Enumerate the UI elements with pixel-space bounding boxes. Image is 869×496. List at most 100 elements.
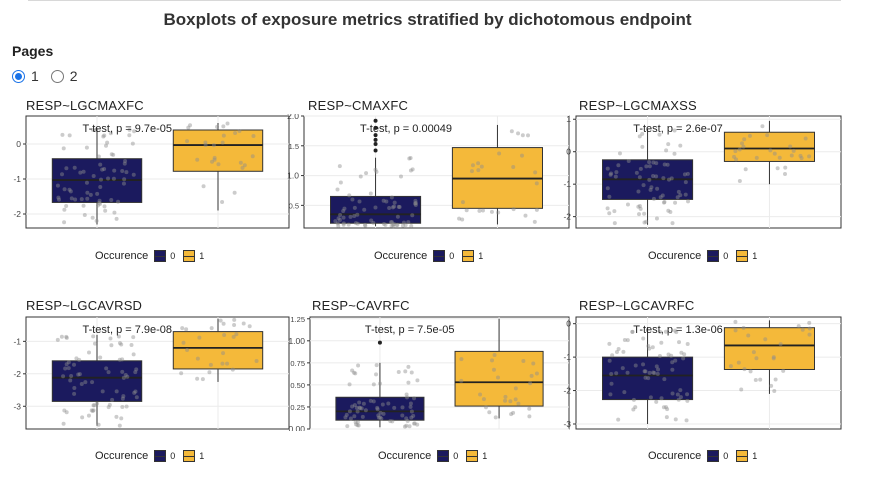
jitter-point [480, 208, 485, 213]
jitter-point [358, 406, 363, 411]
boxplot-chart: -3 -2 -1 T-test, p = 7.9e-08 [13, 316, 290, 430]
legend-title: Occurence [95, 450, 149, 462]
jitter-point [342, 206, 347, 211]
jitter-point [412, 396, 417, 401]
jitter-point [655, 186, 660, 191]
jitter-point [232, 317, 237, 322]
jitter-point [496, 375, 501, 380]
legend-label: 0 [170, 451, 176, 461]
jitter-point [230, 367, 235, 372]
jitter-point [352, 414, 357, 419]
legend-swatch-0 [154, 450, 167, 462]
jitter-point [111, 176, 116, 181]
radio-button-2[interactable] [50, 69, 64, 83]
jitter-point [98, 185, 103, 190]
jitter-point [609, 371, 614, 376]
radio-button-1[interactable] [12, 69, 25, 83]
jitter-point [391, 222, 396, 227]
y-tick-label: 2.0 [287, 114, 299, 121]
jitter-point [364, 171, 369, 176]
jitter-point [130, 141, 135, 146]
jitter-point [659, 340, 664, 345]
jitter-point [676, 397, 681, 402]
jitter-point [185, 348, 190, 353]
jitter-point [64, 166, 69, 171]
jitter-point [459, 378, 464, 383]
jitter-point [646, 376, 651, 381]
page-option-1[interactable]: 1 [12, 68, 39, 84]
y-tick-label: 1.25 [290, 315, 305, 324]
jitter-point [108, 131, 113, 136]
jitter-point [625, 338, 630, 343]
jitter-point [672, 151, 677, 156]
jitter-point [685, 392, 690, 397]
jitter-point [353, 221, 358, 226]
jitter-point [751, 350, 756, 355]
y-tick-label: 0.50 [290, 381, 305, 390]
jitter-point [208, 362, 213, 367]
jitter-point [737, 178, 742, 183]
jitter-point [673, 417, 678, 422]
jitter-point [407, 424, 412, 429]
jitter-point [62, 220, 67, 225]
jitter-point [666, 208, 671, 213]
jitter-point [654, 364, 659, 369]
jitter-point [673, 200, 678, 205]
jitter-point [661, 200, 666, 205]
jitter-point [60, 132, 65, 137]
jitter-point [758, 377, 763, 382]
jitter-point [62, 408, 67, 413]
jitter-point [407, 156, 412, 161]
jitter-point [654, 174, 659, 179]
jitter-point [96, 154, 101, 159]
jitter-point [740, 141, 745, 146]
panel-title: RESP~LGCAVRSD [26, 298, 143, 313]
jitter-point [380, 402, 385, 407]
legend-swatch-0 [433, 250, 446, 262]
jitter-point [390, 419, 395, 424]
jitter-point [746, 333, 751, 338]
jitter-point [338, 180, 343, 185]
jitter-point [763, 337, 768, 342]
jitter-point [807, 154, 812, 159]
jitter-point [754, 155, 759, 160]
jitter-point [670, 360, 675, 365]
jitter-point [394, 223, 399, 228]
jitter-point [396, 369, 401, 374]
jitter-point [337, 164, 342, 169]
jitter-point [459, 357, 464, 362]
y-tick-label: -3 [13, 401, 21, 411]
jitter-point [412, 421, 417, 426]
jitter-point [85, 190, 90, 195]
jitter-point [106, 176, 111, 181]
jitter-point [769, 383, 774, 388]
page-option-2[interactable]: 2 [50, 68, 78, 84]
jitter-point [114, 414, 119, 419]
jitter-point [403, 223, 408, 228]
jitter-point [98, 202, 103, 207]
jitter-point [363, 408, 368, 413]
jitter-point [64, 410, 69, 415]
legend-swatch-0 [154, 250, 167, 262]
jitter-point [646, 344, 651, 349]
jitter-point [195, 356, 200, 361]
jitter-point [612, 209, 617, 214]
jitter-point [636, 189, 641, 194]
jitter-point [773, 377, 778, 382]
jitter-point [662, 162, 667, 167]
jitter-point [181, 340, 186, 345]
ttest-annotation: T-test, p = 0.00049 [360, 123, 452, 135]
jitter-point [368, 398, 373, 403]
jitter-point [741, 144, 746, 149]
jitter-point [104, 143, 109, 148]
jitter-point [637, 134, 642, 139]
jitter-point [683, 180, 688, 185]
y-tick-label: -3 [563, 419, 571, 429]
jitter-point [353, 420, 358, 425]
jitter-point [803, 136, 808, 141]
jitter-point [408, 156, 413, 161]
jitter-point [73, 197, 78, 202]
jitter-point [788, 144, 793, 149]
jitter-point [685, 342, 690, 347]
jitter-point [207, 370, 212, 375]
